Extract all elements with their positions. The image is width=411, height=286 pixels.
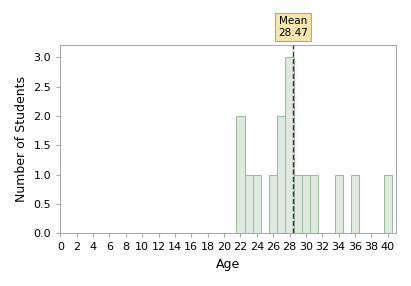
Bar	[310, 175, 318, 233]
Bar	[245, 175, 253, 233]
Bar	[236, 116, 245, 233]
Bar	[351, 175, 359, 233]
Bar	[302, 175, 310, 233]
Bar	[294, 175, 302, 233]
Bar	[277, 116, 286, 233]
Y-axis label: Number of Students: Number of Students	[15, 76, 28, 202]
Text: Mean
28.47: Mean 28.47	[279, 16, 308, 38]
X-axis label: Age: Age	[216, 258, 240, 271]
Bar	[335, 175, 343, 233]
Bar	[253, 175, 261, 233]
Bar	[269, 175, 277, 233]
Bar	[286, 57, 294, 233]
Bar	[384, 175, 392, 233]
